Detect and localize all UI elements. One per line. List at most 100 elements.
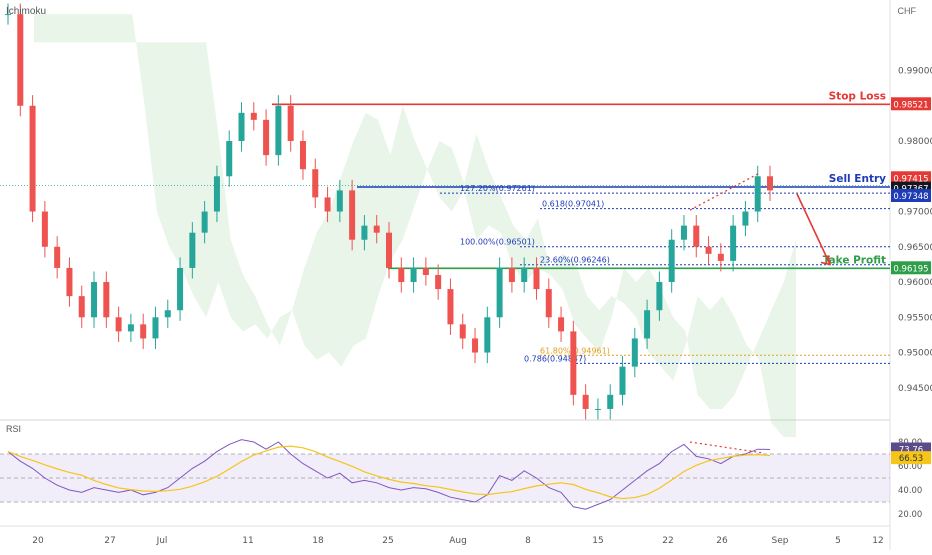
x-tick-label: 26 — [716, 536, 728, 546]
candle-body — [717, 253, 724, 261]
candle-body — [521, 267, 528, 283]
candle-body — [312, 169, 319, 198]
candle-body — [472, 338, 479, 353]
rsi-badge-label: 73.76 — [899, 445, 923, 455]
price-badge — [891, 97, 931, 111]
candle-body — [582, 394, 589, 409]
candle-body — [115, 317, 122, 332]
rsi-badge — [891, 451, 931, 465]
candle-body — [422, 267, 429, 275]
candle-body — [693, 225, 700, 247]
fib-label: 127.20%(0.97261) — [460, 184, 535, 193]
candle-body — [410, 267, 417, 283]
y-tick-label: 0.97000 — [898, 208, 932, 218]
candle-body — [238, 112, 245, 142]
candle-body — [496, 267, 503, 318]
rsi-tick-label: 60.00 — [898, 462, 922, 472]
rsi-label: RSI — [6, 424, 22, 434]
rsi-line — [7, 439, 771, 510]
candle-body — [164, 310, 171, 318]
y-tick-label: 0.94500 — [898, 384, 932, 394]
candle-body — [324, 197, 331, 212]
candle-body — [373, 225, 380, 233]
x-tick-label: 18 — [312, 536, 324, 546]
candle-body — [226, 141, 233, 177]
candle-body — [447, 289, 454, 325]
divergence-line-price — [689, 172, 761, 211]
fib-label: 23.60%(0.96246) — [540, 256, 610, 265]
candle-body — [189, 232, 196, 268]
candle-body — [508, 267, 515, 283]
x-tick-label: 27 — [104, 536, 115, 546]
x-tick-label: Sep — [772, 536, 789, 546]
x-tick-label: 12 — [872, 536, 883, 546]
candle-body — [594, 408, 601, 410]
rsi-ma-line — [7, 445, 771, 500]
candle-body — [656, 282, 663, 311]
rsi-badge-label: 66.53 — [899, 454, 923, 464]
candle-body — [398, 267, 405, 283]
y-tick-label: 0.99000 — [898, 67, 932, 77]
candle-body — [484, 317, 491, 353]
candle-body — [336, 190, 343, 212]
candle-body — [250, 112, 257, 120]
candle-body — [680, 225, 687, 240]
candle-body — [558, 317, 565, 332]
candle-body — [767, 176, 773, 191]
level-label: Stop Loss — [829, 90, 886, 102]
candle-body — [5, 14, 11, 16]
x-tick-label: 11 — [242, 536, 253, 546]
fib-label: 100.00%(0.96501) — [460, 238, 535, 247]
candle-body — [78, 296, 85, 318]
candle-body — [17, 14, 24, 106]
candle-body — [349, 190, 356, 240]
x-tick-label: Jul — [156, 536, 168, 546]
price-badge-label: 0.96195 — [893, 264, 928, 274]
candle-body — [668, 239, 675, 283]
candle-body — [361, 225, 368, 240]
price-badge-label: 0.97415 — [893, 174, 928, 184]
candle-body — [386, 232, 392, 268]
candle-body — [201, 211, 208, 233]
candle-body — [545, 289, 552, 318]
candle-body — [435, 274, 442, 290]
rsi-tick-label: 20.00 — [898, 510, 922, 520]
candle-body — [213, 176, 220, 212]
candle-body — [127, 324, 134, 332]
candle-body — [152, 317, 159, 339]
level-label: Sell Entry — [829, 173, 886, 185]
candle-body — [730, 225, 737, 261]
y-tick-label: 0.96000 — [898, 278, 932, 288]
candle-body — [533, 267, 540, 290]
candle-body — [29, 105, 36, 212]
ichimoku-cloud — [34, 14, 796, 438]
fib-label: 0.786(0.94847) — [524, 354, 586, 363]
price-badge — [891, 261, 931, 275]
candle-body — [299, 141, 306, 170]
candle-body — [705, 246, 712, 254]
candle-body — [459, 324, 466, 339]
x-tick-label: 5 — [835, 536, 841, 546]
candle-body — [263, 119, 270, 156]
candle-body — [91, 282, 98, 318]
candle-body — [570, 331, 577, 395]
candle-body — [754, 176, 761, 212]
candle-body — [287, 105, 294, 142]
price-badge — [891, 188, 931, 202]
x-tick-label: Aug — [449, 536, 467, 546]
rsi-tick-label: 40.00 — [898, 486, 922, 496]
x-tick-label: 22 — [662, 536, 673, 546]
fib-label: 0.618(0.97041) — [542, 200, 604, 209]
price-badge-label: 0.98521 — [893, 100, 928, 110]
price-badge-label: 0.97348 — [893, 192, 928, 202]
divergence-line-rsi — [689, 441, 763, 454]
x-tick-label: 20 — [32, 536, 44, 546]
candle-body — [275, 105, 282, 156]
candle-body — [41, 211, 48, 247]
candle-body — [177, 267, 184, 311]
level-label: Take Profit — [823, 254, 886, 266]
y-tick-label: 0.98000 — [898, 137, 932, 147]
y-tick-label: 0.96500 — [898, 243, 932, 253]
price-badge — [891, 171, 931, 185]
